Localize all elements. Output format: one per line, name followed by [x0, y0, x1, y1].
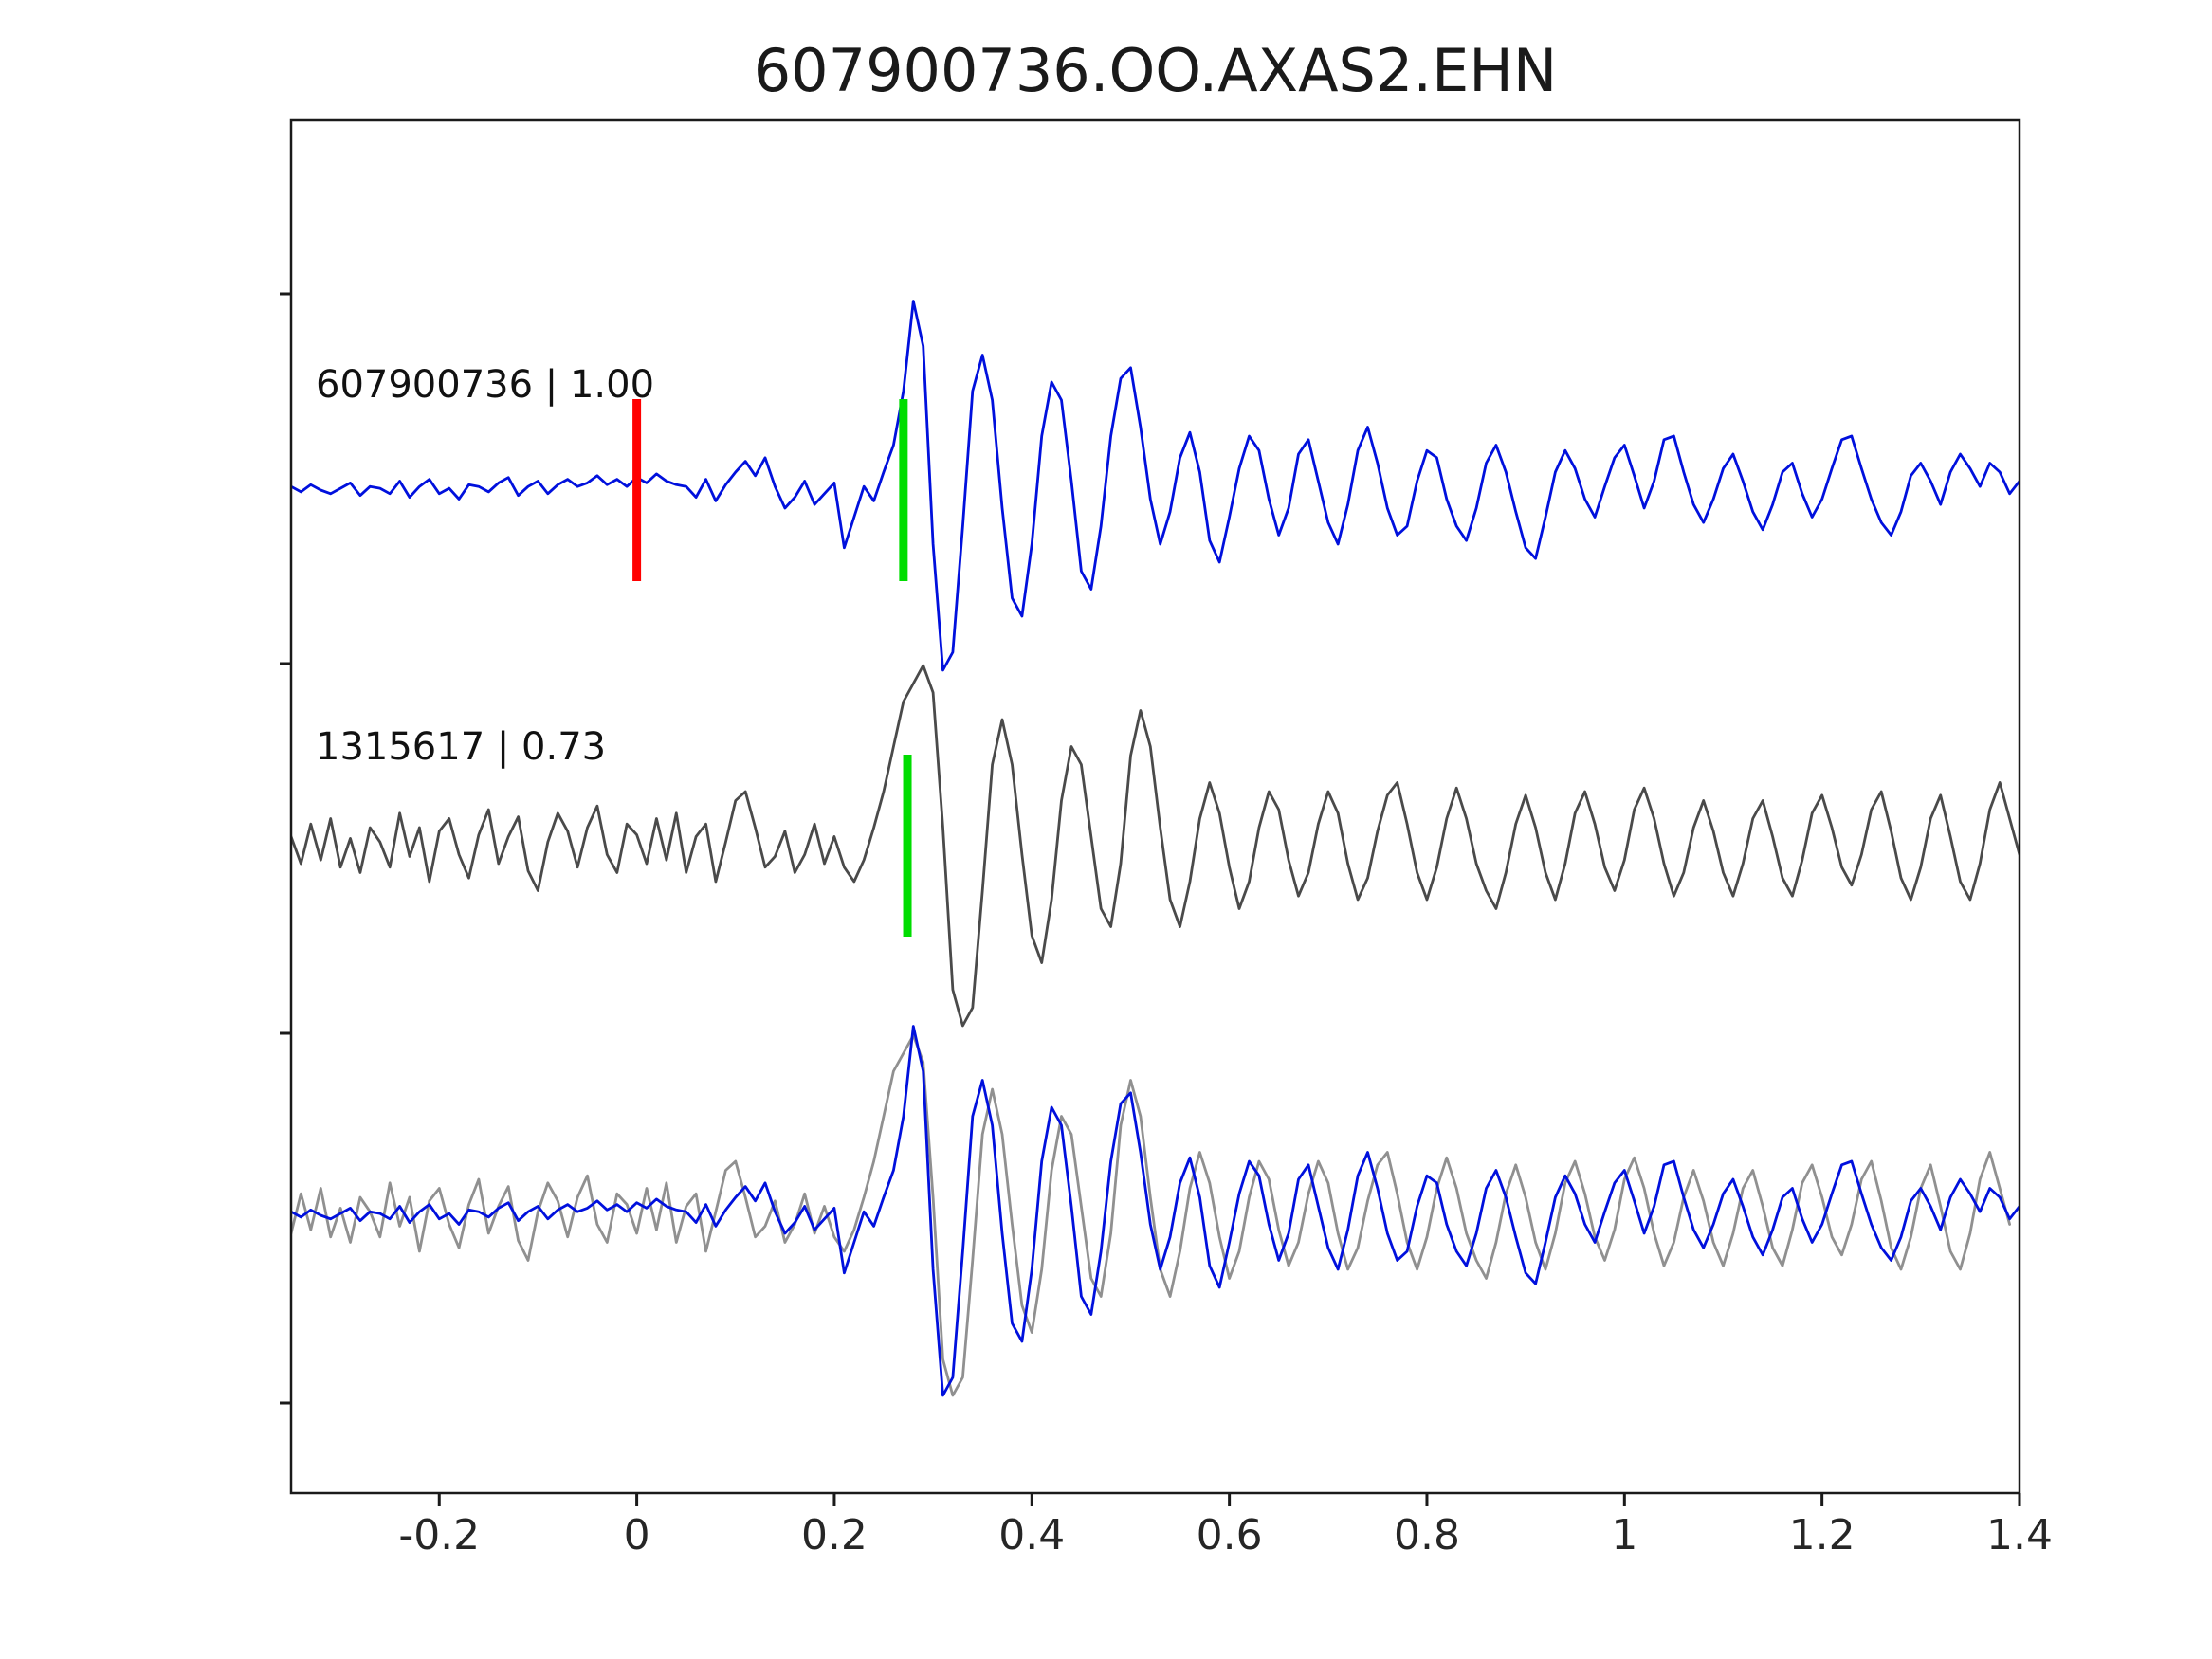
- trace-reference-panel-2: [291, 1025, 2020, 1397]
- trace-label-match: 1315617 | 0.73: [316, 725, 607, 769]
- trace-reference-panel-0: [291, 300, 2020, 672]
- traces-layer: [291, 300, 2020, 1397]
- axes-layer: -0.2 0 0.2 0.4 0.6 0.8 1 1.2 1.4: [280, 118, 2053, 1559]
- x-axis-tick-label: 1.2: [1789, 1511, 1856, 1559]
- trace-match-panel-2: [291, 1033, 2012, 1397]
- x-axis-tick-label: 0.6: [1197, 1511, 1263, 1559]
- x-axis-tick-label: 0: [624, 1511, 650, 1559]
- markers-layer: [632, 399, 912, 937]
- x-axis-tick-label: 1: [1611, 1511, 1637, 1559]
- x-axis-tick-label: 0.8: [1394, 1511, 1460, 1559]
- x-axis-tick-label: -0.2: [398, 1511, 480, 1559]
- figure-title: 607900736.OO.AXAS2.EHN: [753, 36, 1558, 105]
- x-axis-tick-label: 0.2: [801, 1511, 868, 1559]
- x-axis-tick-label: 0.4: [998, 1511, 1065, 1559]
- plot-border: [289, 118, 2021, 1495]
- x-axis-tick-label: 1.4: [1986, 1511, 2053, 1559]
- trace-label-reference: 607900736 | 1.00: [316, 363, 655, 407]
- trace-match-panel-1: [291, 664, 2020, 1028]
